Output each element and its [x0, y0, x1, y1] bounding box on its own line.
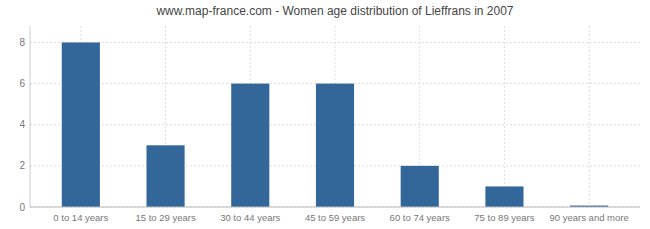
- x-tick-label: 45 to 59 years: [305, 212, 365, 223]
- x-tick-label: 75 to 89 years: [474, 212, 534, 223]
- bar: [231, 84, 269, 207]
- bar: [146, 145, 184, 207]
- y-tick-label: 2: [19, 160, 25, 171]
- bar: [316, 84, 354, 207]
- chart: www.map-france.com - Women age distribut…: [0, 0, 650, 229]
- y-tick-label: 8: [19, 37, 25, 48]
- y-tick-label: 4: [19, 119, 25, 130]
- grid-line-y: [30, 207, 640, 208]
- x-tick-label: 0 to 14 years: [53, 212, 108, 223]
- bar: [485, 186, 523, 207]
- bar: [401, 166, 439, 207]
- x-tick-label: 90 years and more: [550, 212, 629, 223]
- y-axis-line: [30, 26, 31, 207]
- x-tick-label: 15 to 29 years: [135, 212, 195, 223]
- x-axis-line: [30, 207, 640, 208]
- chart-container: www.map-france.com - Women age distribut…: [0, 0, 650, 229]
- y-tick-label: 6: [19, 78, 25, 89]
- grid-line-x: [589, 26, 590, 207]
- bar: [62, 42, 100, 207]
- grid: [30, 26, 640, 207]
- y-tick-label: 0: [19, 202, 25, 213]
- x-tick-label: 30 to 44 years: [220, 212, 280, 223]
- grid-line-x: [504, 26, 505, 207]
- title: www.map-france.com - Women age distribut…: [155, 4, 513, 18]
- bars: [62, 42, 608, 207]
- x-tick-label: 60 to 74 years: [390, 212, 450, 223]
